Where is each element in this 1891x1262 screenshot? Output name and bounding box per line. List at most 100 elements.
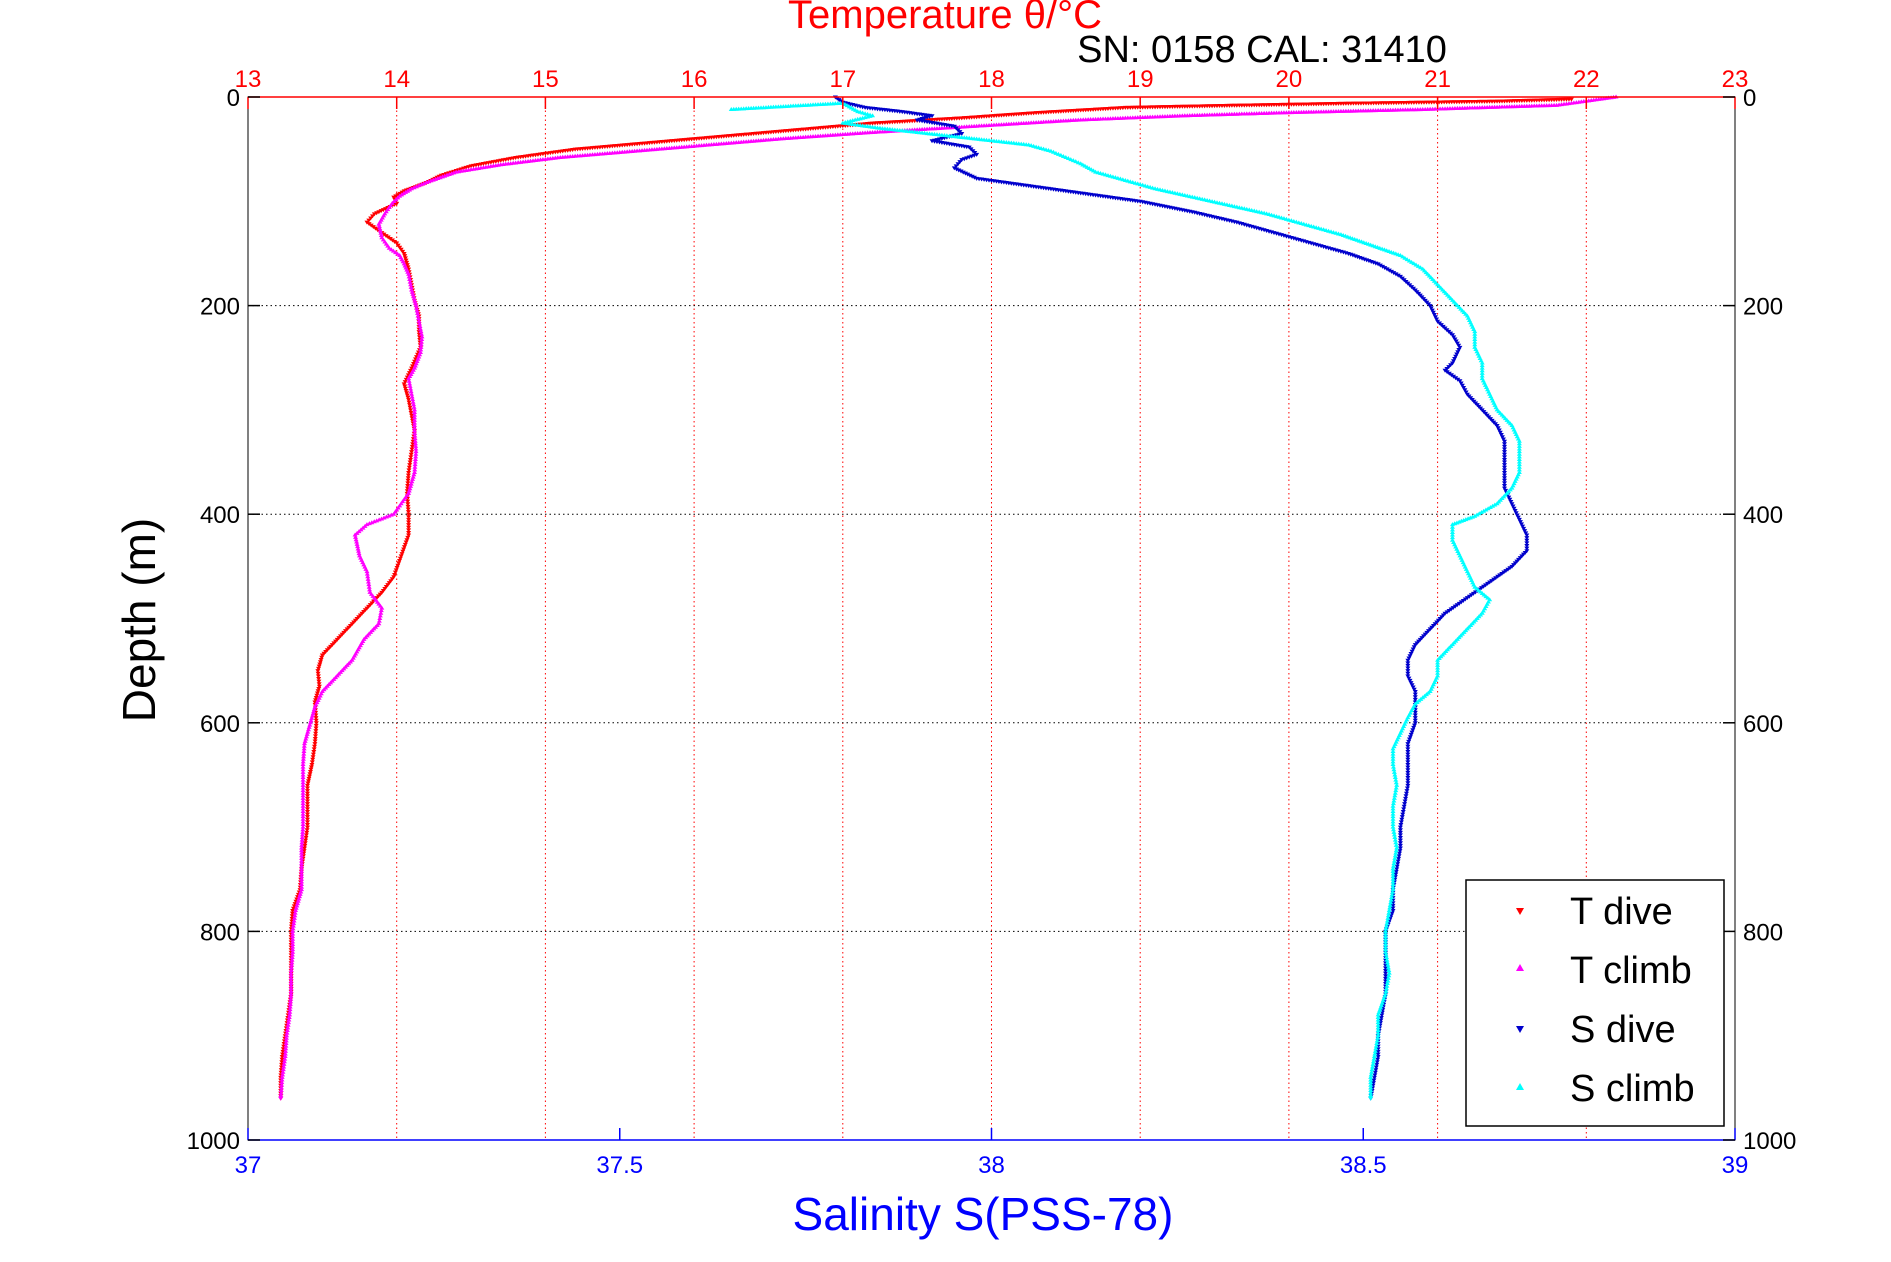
data-point bbox=[1397, 846, 1403, 851]
data-point bbox=[406, 376, 412, 381]
temperature-tick-label: 14 bbox=[383, 66, 410, 93]
legend: T dive T climb S dive S climb bbox=[1465, 879, 1725, 1127]
data-point bbox=[299, 866, 305, 871]
data-point bbox=[1405, 747, 1411, 752]
data-point bbox=[295, 898, 301, 903]
data-point bbox=[289, 962, 295, 967]
data-point bbox=[1383, 934, 1389, 939]
data-point bbox=[366, 218, 372, 223]
data-point bbox=[1472, 336, 1478, 341]
temperature-tick-label: 18 bbox=[978, 66, 1005, 93]
data-point bbox=[300, 769, 306, 774]
data-point bbox=[1383, 971, 1389, 976]
data-point bbox=[1048, 148, 1054, 153]
data-point bbox=[402, 256, 408, 261]
data-point bbox=[279, 1080, 285, 1085]
data-point bbox=[406, 400, 412, 405]
data-point bbox=[1498, 432, 1504, 437]
data-point bbox=[1510, 504, 1516, 509]
data-point bbox=[400, 549, 406, 554]
data-point bbox=[299, 853, 305, 858]
data-point bbox=[412, 467, 418, 472]
data-point bbox=[304, 791, 310, 796]
data-point bbox=[313, 726, 319, 731]
data-point bbox=[300, 814, 306, 819]
data-point bbox=[410, 364, 416, 369]
data-point bbox=[309, 763, 315, 768]
data-point bbox=[299, 845, 305, 850]
data-point bbox=[283, 1041, 289, 1046]
data-point bbox=[299, 887, 305, 892]
data-point bbox=[300, 775, 306, 780]
data-point bbox=[1369, 1069, 1375, 1074]
data-point bbox=[300, 803, 306, 808]
data-point bbox=[1372, 1048, 1378, 1053]
data-point bbox=[366, 582, 372, 587]
data-point bbox=[406, 528, 412, 533]
data-point bbox=[411, 472, 417, 477]
legend-marker-t-dive bbox=[1516, 908, 1524, 915]
legend-box bbox=[1465, 879, 1725, 1127]
data-point bbox=[288, 994, 294, 999]
data-point bbox=[1408, 732, 1414, 737]
data-point bbox=[1397, 838, 1403, 843]
data-point bbox=[410, 474, 416, 479]
data-point bbox=[1479, 363, 1485, 368]
data-point bbox=[1406, 656, 1412, 661]
data-point bbox=[376, 221, 382, 226]
data-point bbox=[1509, 502, 1515, 507]
data-point bbox=[297, 894, 303, 899]
data-point bbox=[1373, 1068, 1379, 1073]
data-point bbox=[1390, 808, 1396, 813]
data-point bbox=[1405, 768, 1411, 773]
data-point bbox=[311, 706, 317, 711]
data-point bbox=[1408, 681, 1414, 686]
data-point bbox=[404, 391, 410, 396]
data-point bbox=[289, 960, 295, 965]
data-point bbox=[398, 247, 404, 252]
data-point bbox=[1463, 390, 1469, 395]
data-point bbox=[282, 1054, 288, 1059]
data-point bbox=[299, 884, 305, 889]
data-point bbox=[1390, 868, 1396, 873]
data-point bbox=[1397, 841, 1403, 846]
data-point bbox=[290, 906, 296, 911]
data-point bbox=[308, 765, 314, 770]
data-point bbox=[417, 326, 423, 331]
data-point bbox=[1390, 816, 1396, 821]
data-point bbox=[1390, 906, 1396, 911]
data-point bbox=[1405, 783, 1411, 788]
data-point bbox=[1435, 665, 1441, 670]
data-point bbox=[1502, 439, 1508, 444]
data-point bbox=[412, 436, 418, 441]
data-point bbox=[284, 1033, 290, 1038]
data-point bbox=[1385, 978, 1391, 983]
data-point bbox=[278, 1085, 284, 1090]
data-point bbox=[1500, 437, 1506, 442]
data-point bbox=[1375, 262, 1381, 267]
data-point bbox=[291, 915, 297, 920]
data-point bbox=[1522, 529, 1528, 534]
data-point bbox=[1405, 742, 1411, 747]
data-point bbox=[1375, 1035, 1381, 1040]
data-point bbox=[1392, 837, 1398, 842]
data-point bbox=[377, 228, 383, 233]
data-point bbox=[1451, 359, 1457, 364]
data-point bbox=[402, 384, 408, 389]
axes: 13 14 15 16 17 18 19 20 21 22 23 37 37.5 38 38.5 39 0 0 20… bbox=[187, 66, 1797, 1179]
data-point bbox=[377, 616, 383, 620]
data-point bbox=[376, 618, 382, 623]
data-point bbox=[415, 310, 421, 315]
data-point bbox=[1375, 1057, 1381, 1062]
data-point bbox=[301, 743, 307, 748]
data-point bbox=[399, 190, 405, 195]
data-point bbox=[1412, 690, 1418, 695]
data-point bbox=[1454, 341, 1460, 346]
data-point bbox=[304, 815, 310, 820]
data-point bbox=[1428, 306, 1434, 311]
data-point bbox=[315, 669, 321, 674]
data-point bbox=[410, 442, 416, 447]
data-point bbox=[288, 983, 294, 988]
data-point bbox=[1472, 329, 1478, 334]
data-point bbox=[1410, 685, 1416, 690]
